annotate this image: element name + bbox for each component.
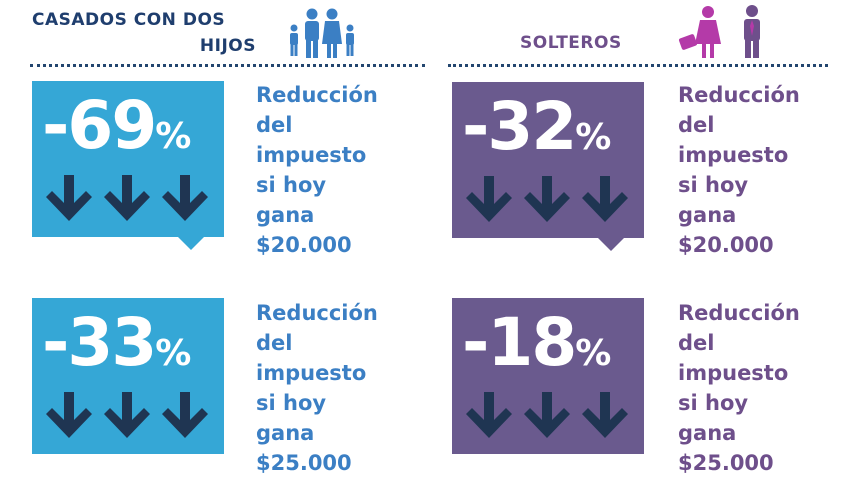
single-people-icon (678, 5, 760, 58)
down-arrow-icon (46, 175, 92, 221)
percentage-value: -32% (462, 88, 612, 165)
down-arrow-icon (162, 175, 208, 221)
down-arrow-icon (162, 392, 208, 438)
down-arrow-icon (582, 176, 628, 222)
header-left-line2: HIJOS (199, 36, 256, 56)
percentage-value: -18% (462, 304, 612, 381)
down-arrow-icon (466, 176, 512, 222)
card-married-20000-description: Reducción del impuesto si hoy gana $20.0… (256, 83, 378, 257)
down-arrow-icon (104, 392, 150, 438)
header-married-two-children: CASADOS CON DOS HIJOS (32, 7, 272, 59)
card-married-20000: -69% (32, 81, 224, 250)
down-arrow-icon (524, 176, 570, 222)
percentage-value: -69% (42, 87, 192, 164)
down-arrow-icon (582, 392, 628, 438)
card-married-25000: -33% (32, 298, 224, 454)
divider-right (448, 64, 828, 67)
card-single-25000: -18% (452, 298, 644, 454)
percentage-value: -33% (42, 304, 192, 381)
speech-tail (178, 237, 204, 250)
family-icon (290, 8, 354, 58)
card-married-25000-description: Reducción del impuesto si hoy gana $25.0… (256, 301, 378, 475)
down-arrows (44, 390, 210, 442)
divider-left (30, 64, 425, 67)
down-arrows (464, 390, 630, 442)
down-arrows (44, 173, 210, 225)
header-singles: SOLTEROS (520, 33, 622, 53)
down-arrow-icon (524, 392, 570, 438)
header-left-line1: CASADOS CON DOS (32, 10, 226, 30)
card-single-25000-description: Reducción del impuesto si hoy gana $25.0… (678, 301, 800, 475)
speech-tail (598, 238, 624, 251)
card-single-20000-description: Reducción del impuesto si hoy gana $20.0… (678, 83, 800, 257)
down-arrow-icon (104, 175, 150, 221)
card-single-20000: -32% (452, 82, 644, 251)
down-arrow-icon (46, 392, 92, 438)
down-arrows (464, 174, 630, 226)
down-arrow-icon (466, 392, 512, 438)
